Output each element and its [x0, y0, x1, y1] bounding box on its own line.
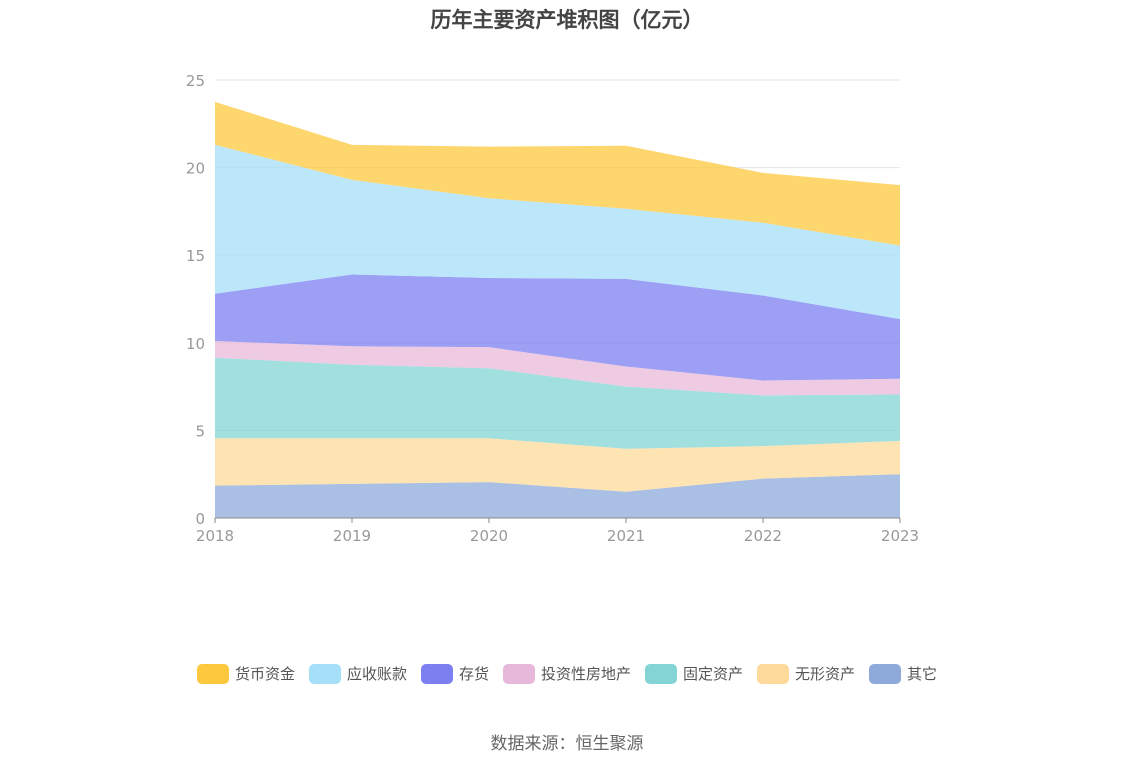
legend-item[interactable]: 应收账款: [308, 663, 407, 684]
legend-item[interactable]: 固定资产: [645, 663, 743, 684]
y-tick-label: 15: [186, 247, 205, 265]
legend-item[interactable]: 其它: [869, 663, 937, 684]
x-tick-label: 2021: [607, 527, 645, 545]
x-tick-label: 2023: [881, 527, 919, 545]
legend-label: 应收账款: [346, 665, 407, 683]
area-series: [215, 144, 900, 320]
y-tick-label: 5: [195, 422, 205, 440]
area-series: [215, 357, 900, 449]
stacked-area-chart: 0 5 10 15 20 25 2018 2019 2020 2021 2022 2023: [186, 72, 919, 545]
legend-label: 其它: [907, 665, 938, 683]
data-source: 数据来源：恒生聚源: [490, 734, 644, 754]
area-series: [215, 438, 900, 492]
area-series: [215, 274, 900, 381]
legend-item[interactable]: 无形资产: [757, 663, 855, 684]
legend-item[interactable]: 投资性房地产: [502, 663, 631, 684]
x-tick-label: 2022: [744, 527, 782, 545]
legend-swatch: [502, 663, 535, 684]
legend-label: 固定资产: [683, 665, 744, 683]
chart-title: 历年主要资产堆积图（亿元）: [430, 8, 704, 32]
y-tick-label: 25: [186, 72, 205, 90]
y-tick-label: 10: [186, 335, 205, 353]
legend-item[interactable]: 存货: [420, 663, 489, 684]
legend-swatch: [196, 663, 229, 684]
legend-swatch: [757, 663, 790, 684]
x-tick-label: 2019: [333, 527, 371, 545]
x-tick-label: 2018: [196, 527, 234, 545]
legend-swatch: [869, 663, 902, 684]
legend-label: 无形资产: [795, 665, 856, 683]
y-tick-label: 20: [186, 160, 205, 178]
area-series: [215, 101, 900, 246]
legend-label: 存货: [458, 665, 489, 683]
legend: 货币资金 应收账款 存货 投资性房地产 固定资产 无形资产 其它: [0, 663, 1134, 684]
y-tick-label: 0: [195, 510, 205, 528]
x-tick-label: 2020: [470, 527, 508, 545]
legend-item[interactable]: 货币资金: [196, 663, 295, 684]
legend-label: 货币资金: [234, 665, 295, 683]
legend-label: 投资性房地产: [540, 665, 631, 683]
legend-swatch: [645, 663, 677, 684]
legend-swatch: [308, 663, 341, 684]
area-series: [215, 341, 900, 396]
legend-swatch: [420, 663, 453, 684]
area-series: [215, 474, 900, 518]
